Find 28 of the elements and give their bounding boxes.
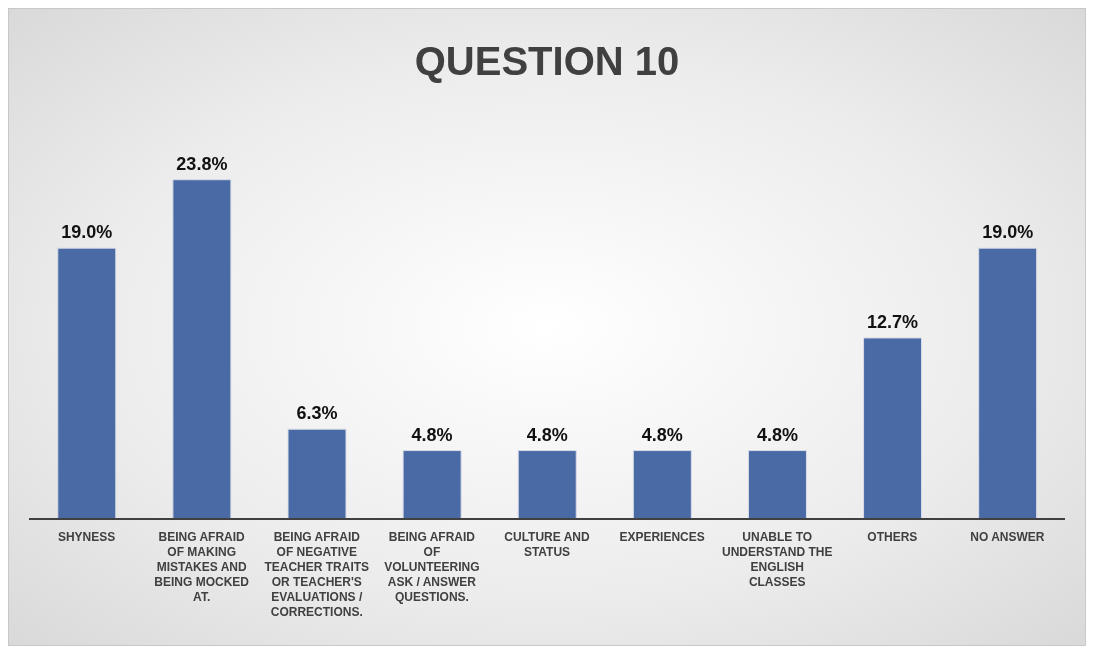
data-label: 23.8% bbox=[176, 153, 228, 174]
bar bbox=[402, 450, 462, 519]
data-label: 4.8% bbox=[411, 424, 453, 445]
bar bbox=[978, 247, 1038, 519]
data-label: 19.0% bbox=[61, 222, 113, 243]
data-label: 6.3% bbox=[296, 403, 338, 424]
data-label: 4.8% bbox=[756, 424, 798, 445]
x-tick-label: UNABLE TO UNDERSTAND THE ENGLISH CLASSES bbox=[722, 530, 833, 589]
bar bbox=[517, 450, 577, 519]
data-label: 4.8% bbox=[526, 424, 568, 445]
x-tick-label: BEING AFRAID OF MAKING MISTAKES AND BEING MOCKED AT. bbox=[154, 530, 250, 604]
data-label: 19.0% bbox=[982, 222, 1034, 243]
x-tick-label: NO ANSWER bbox=[970, 530, 1045, 544]
x-tick-label: BEING AFRAID OF NEGATIVE TEACHER TRAITS OR TEACHER'S EVALUATIONS / CORRECTIONS. bbox=[264, 530, 370, 619]
x-tick-label: EXPERIENCES bbox=[619, 530, 705, 544]
data-label: 4.8% bbox=[641, 424, 683, 445]
bar bbox=[632, 450, 692, 519]
bar bbox=[747, 450, 807, 519]
data-label: 12.7% bbox=[867, 311, 919, 332]
x-tick-label: SHYNESS bbox=[57, 530, 116, 544]
chart-title: QUESTION 10 bbox=[413, 38, 681, 85]
bar bbox=[57, 247, 117, 519]
x-tick-label: BEING AFRAID OF VOLUNTEERING ASK / ANSWER QUESTIONS. bbox=[384, 530, 480, 604]
x-tick-label: OTHERS bbox=[867, 530, 918, 544]
x-tick-label: CULTURE AND STATUS bbox=[504, 530, 590, 559]
bar bbox=[287, 428, 347, 519]
bar bbox=[863, 337, 923, 519]
bar bbox=[172, 179, 232, 519]
